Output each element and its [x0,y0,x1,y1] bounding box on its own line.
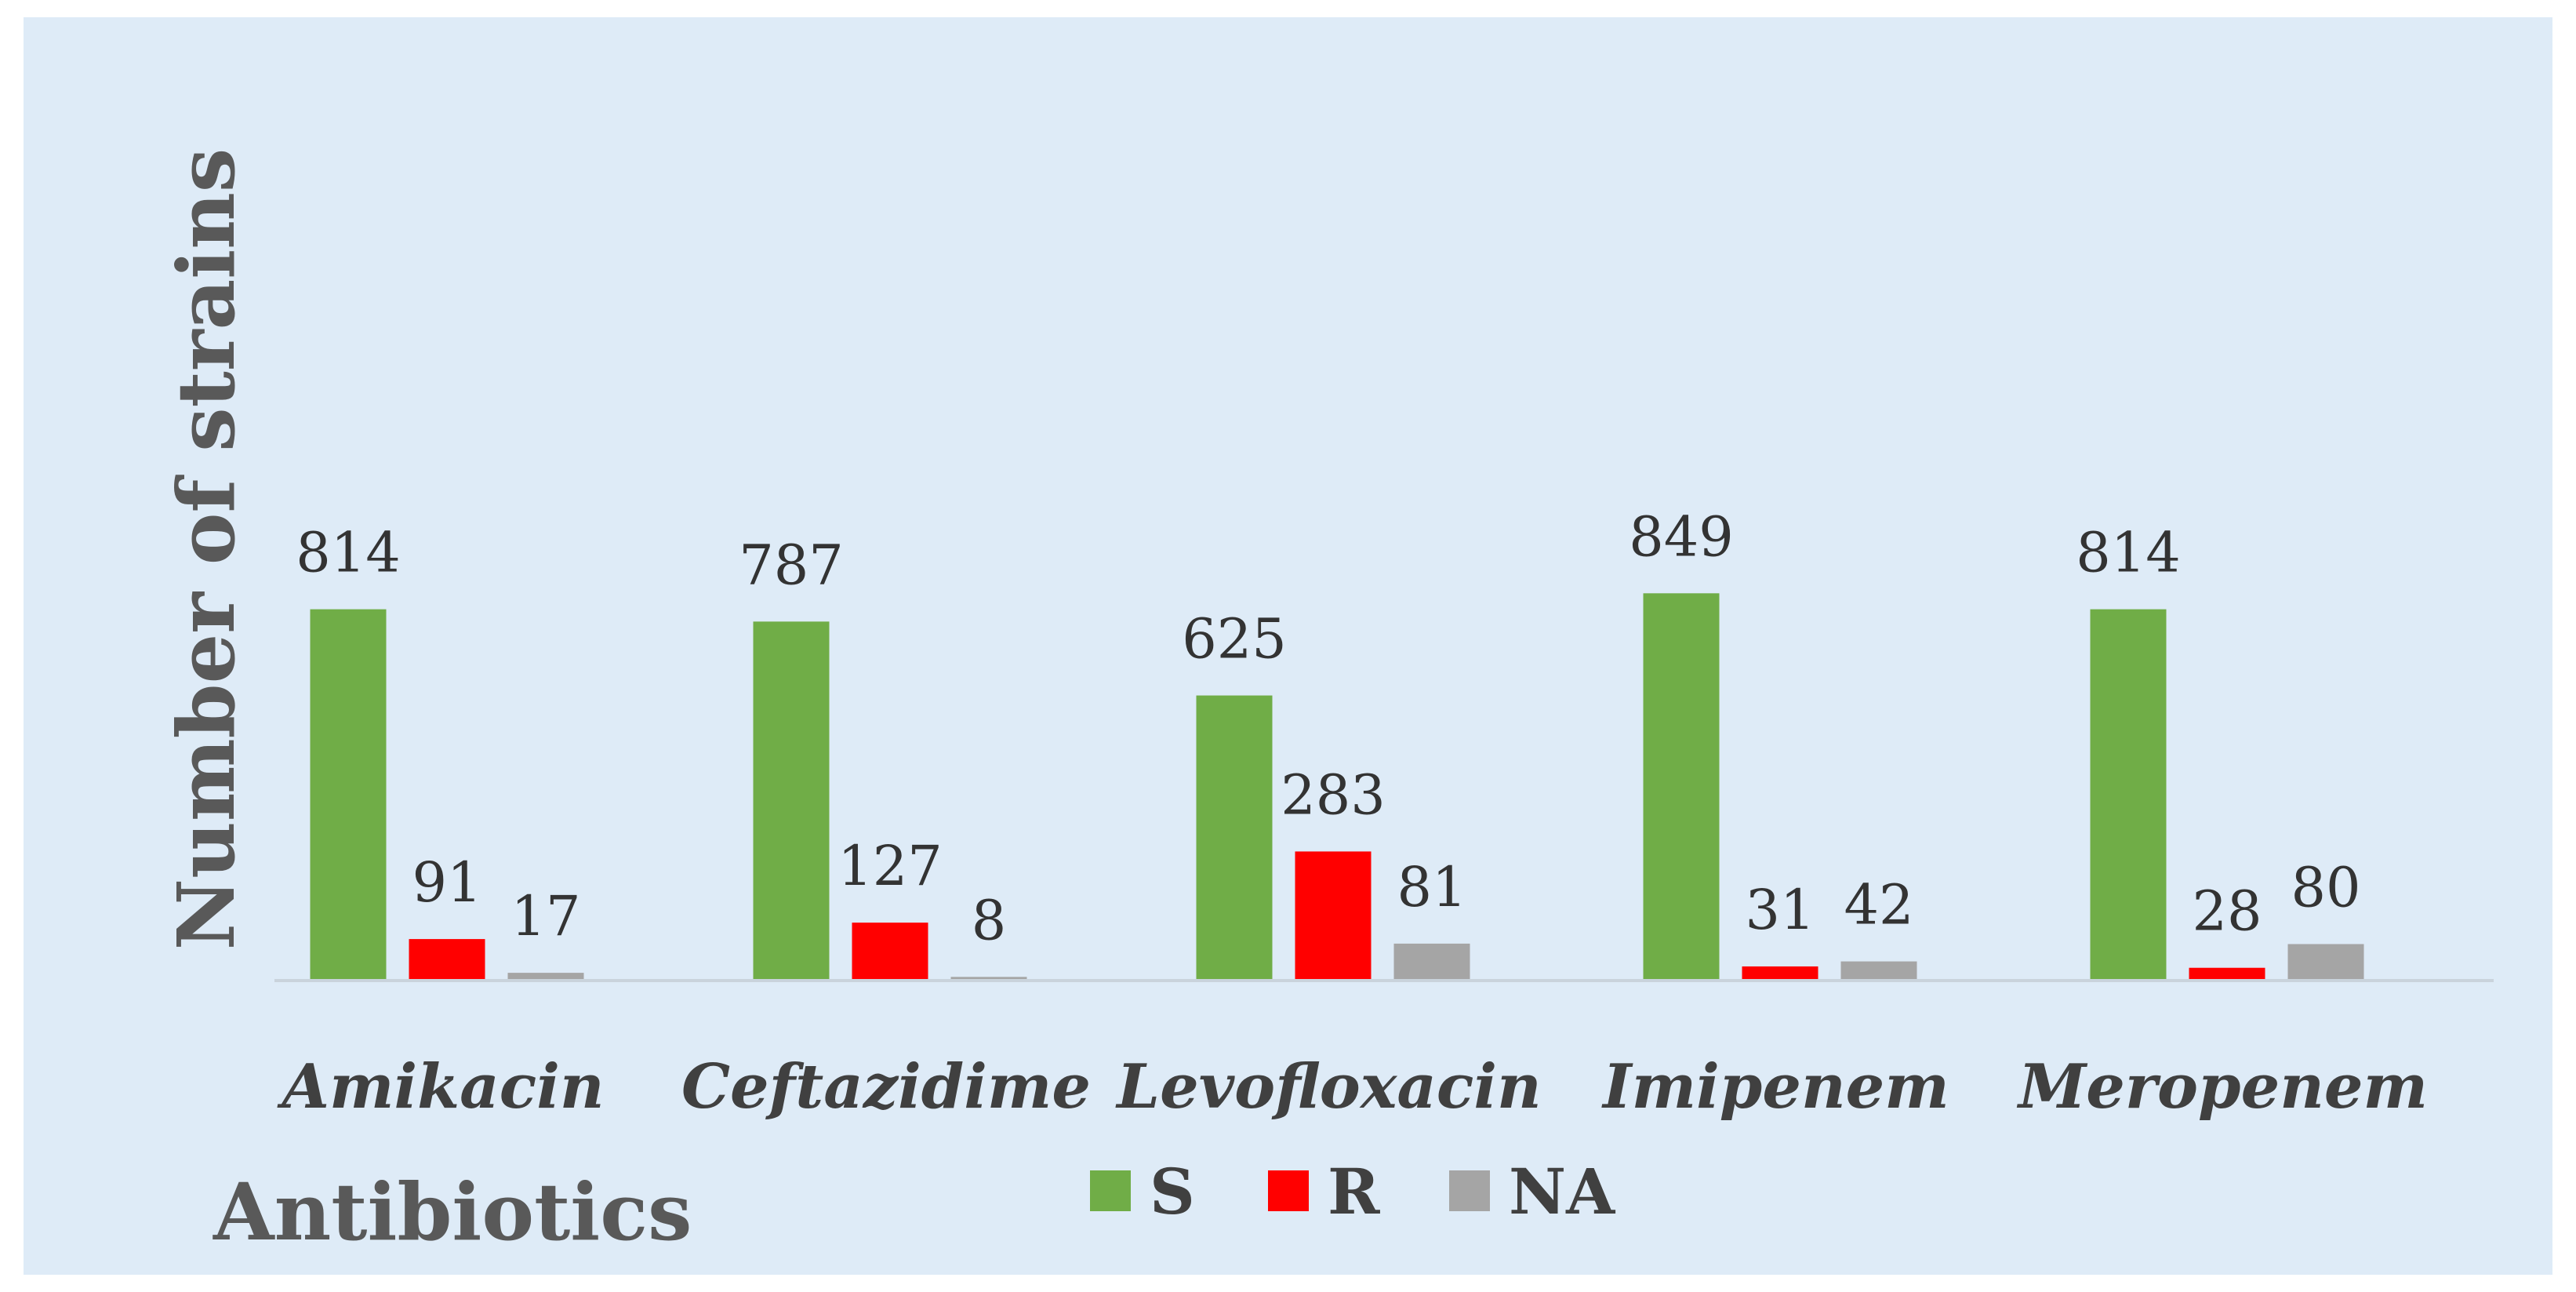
value-label-ceftazidime-s: 787 [739,533,844,597]
x-axis-title: Antibiotics [213,1166,692,1258]
value-label-levofloxacin-r: 283 [1281,762,1386,827]
bar-ceftazidime-r [852,923,928,981]
category-labels-group: Amikacin Ceftazidime Levofloxacin Imipenem M… [276,1051,2428,1123]
bar-levofloxacin-s [1196,695,1273,981]
value-label-ceftazidime-na: 8 [972,888,1007,952]
legend-item-r: R [1268,1155,1380,1228]
category-label-meropenem: Meropenem [2016,1051,2428,1123]
category-label-imipenem: Imipenem [1601,1051,1949,1123]
bar-imipenem-na [1840,961,1917,981]
bar-imipenem-s [1643,593,1720,981]
bar-levofloxacin-r [1295,851,1372,981]
legend-label-r: R [1328,1155,1380,1228]
legend: S R NA [1090,1155,1615,1228]
value-label-ceftazidime-r: 127 [837,834,943,898]
bar-meropenem-r [2189,967,2265,981]
legend-swatch-s [1090,1170,1131,1211]
value-label-levofloxacin-s: 625 [1182,607,1287,671]
bar-amikacin-s [310,609,387,981]
value-label-meropenem-r: 28 [2192,879,2262,944]
legend-swatch-na [1449,1170,1490,1211]
value-label-imipenem-na: 42 [1844,873,1913,937]
value-label-meropenem-s: 814 [2076,521,2181,585]
legend-item-s: S [1090,1155,1195,1228]
value-label-levofloxacin-na: 81 [1397,855,1466,919]
bar-ceftazidime-na [950,977,1027,981]
value-label-amikacin-na: 17 [510,884,580,948]
category-label-levofloxacin: Levofloxacin [1115,1051,1541,1123]
legend-swatch-r [1268,1170,1309,1211]
value-label-amikacin-r: 91 [412,850,481,915]
value-label-amikacin-s: 814 [296,521,401,585]
category-label-amikacin: Amikacin [276,1051,604,1123]
y-axis-title: Number of strains [160,148,253,950]
value-label-imipenem-s: 849 [1629,504,1734,569]
bar-ceftazidime-s [753,621,830,981]
bar-imipenem-r [1742,966,1818,981]
legend-item-na: NA [1449,1155,1615,1228]
value-label-imipenem-r: 31 [1745,878,1815,942]
bar-meropenem-s [2090,609,2167,981]
value-label-meropenem-na: 80 [2291,855,2360,919]
bar-meropenem-na [2287,944,2364,981]
bar-amikacin-r [409,939,485,981]
bar-amikacin-na [507,973,584,981]
bars-group [310,593,2364,981]
bar-levofloxacin-na [1393,943,1470,981]
category-label-ceftazidime: Ceftazidime [681,1051,1091,1123]
legend-label-s: S [1150,1155,1195,1228]
legend-label-na: NA [1509,1155,1615,1228]
